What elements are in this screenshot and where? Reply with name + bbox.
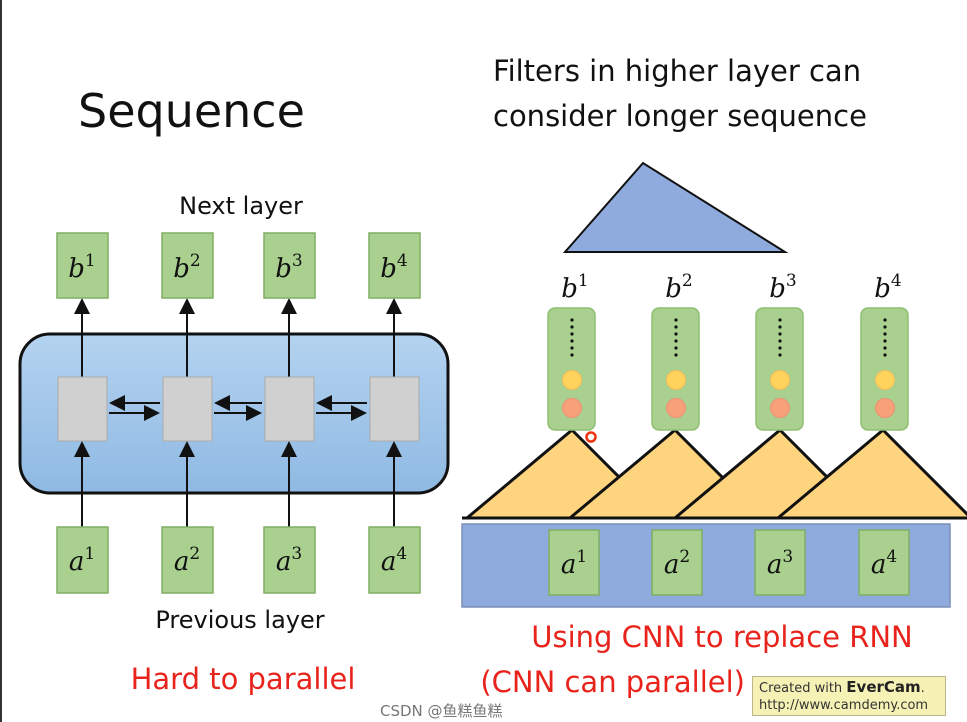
- dot: [570, 346, 574, 350]
- output-node: [161, 232, 214, 299]
- output-label: b4: [874, 271, 901, 304]
- dot: [570, 318, 574, 322]
- input-label: a3: [767, 547, 793, 580]
- output-label: b3: [769, 271, 796, 304]
- watermark-suffix: .: [920, 681, 925, 696]
- input-node: [161, 526, 214, 594]
- output-vector: [860, 307, 909, 431]
- orange-neuron: [875, 398, 895, 418]
- title: Sequence: [78, 84, 305, 138]
- rnn-cell: [369, 376, 420, 442]
- input-node: [368, 526, 421, 594]
- rnn-cell: [57, 376, 108, 442]
- output-vector: [547, 307, 596, 431]
- cursor-indicator: [585, 431, 597, 443]
- higher-filter-triangle: [562, 161, 789, 253]
- output-node: [263, 232, 316, 299]
- dot: [778, 318, 782, 322]
- csdn-watermark: CSDN @鱼糕鱼糕: [380, 702, 503, 720]
- output-vector: [755, 307, 804, 431]
- dot: [883, 353, 887, 357]
- input-node: [548, 529, 600, 596]
- input-node: [651, 529, 703, 596]
- dot: [778, 346, 782, 350]
- output-label: b2: [173, 251, 200, 284]
- dot: [778, 339, 782, 343]
- dot: [883, 318, 887, 322]
- dot: [778, 325, 782, 329]
- yellow-neuron: [562, 370, 582, 390]
- input-label: a4: [871, 547, 897, 580]
- previous-layer-label: Previous layer: [155, 606, 324, 634]
- dot: [674, 346, 678, 350]
- dot: [674, 353, 678, 357]
- output-label: b1: [561, 271, 588, 304]
- yellow-neuron: [875, 370, 895, 390]
- dot: [883, 332, 887, 336]
- input-label: a1: [69, 544, 95, 577]
- dot: [883, 346, 887, 350]
- output-label: b4: [380, 251, 407, 284]
- dot: [570, 339, 574, 343]
- input-node: [263, 526, 316, 594]
- output-node: [368, 232, 421, 299]
- dot: [674, 339, 678, 343]
- watermark-url: http://www.camdemy.com: [759, 698, 929, 713]
- dot: [674, 325, 678, 329]
- watermark-brand: EverCam: [846, 678, 921, 696]
- input-label: a1: [561, 547, 587, 580]
- input-label: a2: [174, 544, 200, 577]
- output-vector: [651, 307, 700, 431]
- output-label: b3: [275, 251, 302, 284]
- dot: [674, 318, 678, 322]
- next-layer-label: Next layer: [179, 192, 303, 220]
- right-caption-line2: (CNN can parallel): [480, 665, 745, 699]
- watermark-prefix: Created with: [759, 681, 847, 696]
- input-node: [56, 526, 109, 594]
- heading-line1: Filters in higher layer can: [493, 54, 861, 88]
- dot: [883, 339, 887, 343]
- output-label: b1: [68, 251, 95, 284]
- dot: [570, 325, 574, 329]
- heading-line2: consider longer sequence: [493, 99, 867, 133]
- rnn-cell: [264, 376, 315, 442]
- yellow-neuron: [770, 370, 790, 390]
- input-node: [754, 529, 806, 596]
- dot: [883, 325, 887, 329]
- orange-neuron: [562, 398, 582, 418]
- left-caption: Hard to parallel: [131, 662, 356, 696]
- output-label: b2: [665, 271, 692, 304]
- right-caption-line1: Using CNN to replace RNN: [531, 620, 913, 654]
- watermark: Created with EverCam. http://www.camdemy…: [752, 676, 946, 716]
- rnn-cell: [162, 376, 213, 442]
- dot: [570, 353, 574, 357]
- input-node: [858, 529, 910, 596]
- orange-neuron: [770, 398, 790, 418]
- output-node: [56, 232, 109, 299]
- input-label: a4: [381, 544, 407, 577]
- dot: [778, 332, 782, 336]
- dot: [778, 353, 782, 357]
- input-label: a2: [664, 547, 690, 580]
- orange-neuron: [666, 398, 686, 418]
- input-label: a3: [276, 544, 302, 577]
- yellow-neuron: [666, 370, 686, 390]
- dot: [674, 332, 678, 336]
- dot: [570, 332, 574, 336]
